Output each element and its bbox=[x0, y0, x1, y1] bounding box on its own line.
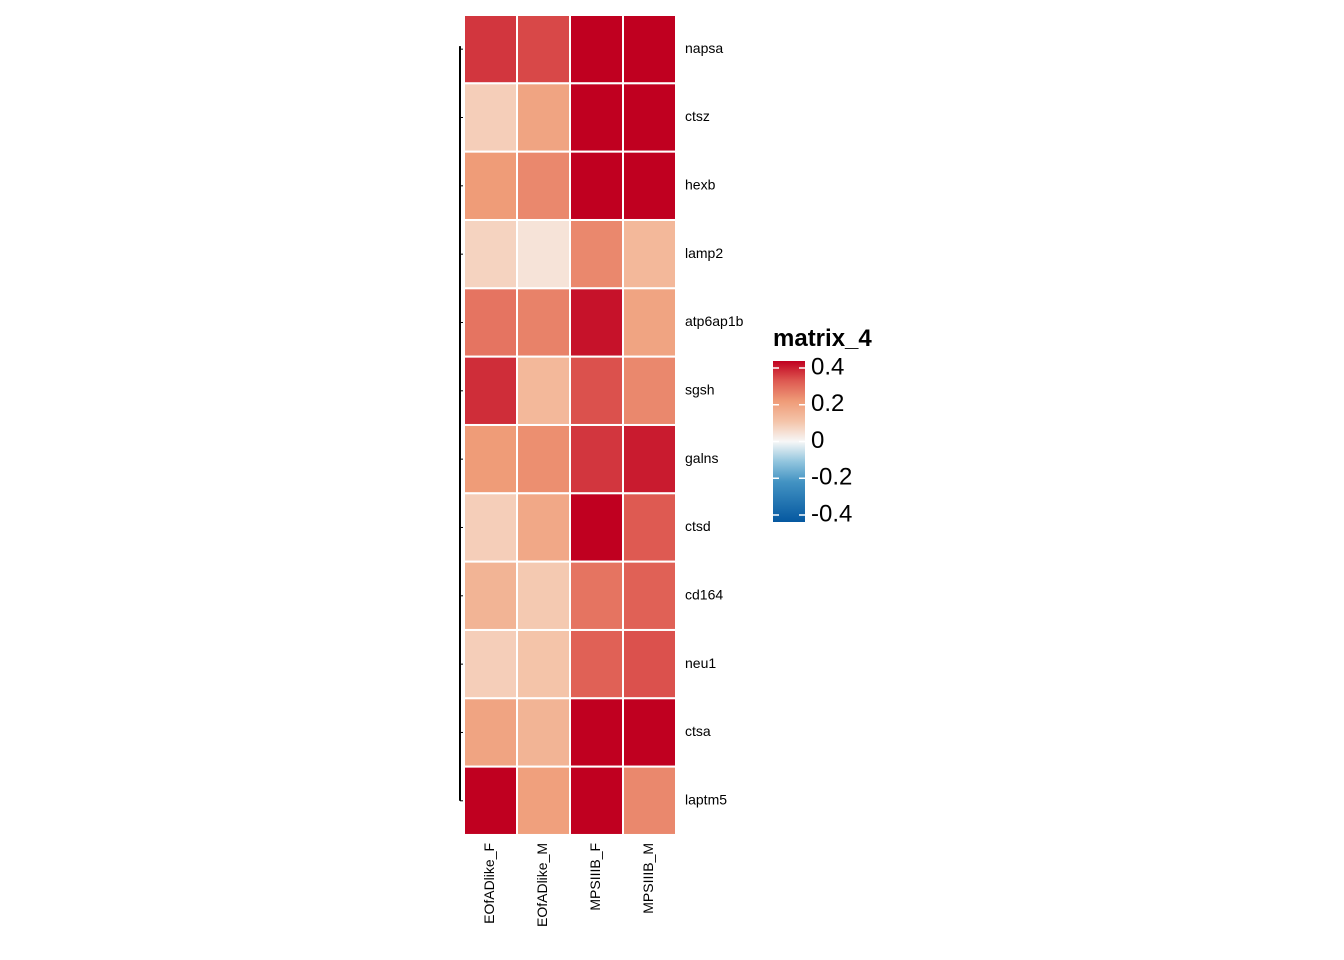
legend-tick-label-0.4: 0.4 bbox=[811, 353, 844, 380]
row-label-lamp2: lamp2 bbox=[685, 245, 723, 261]
column-labels: EOfADlike_F EOfADlike_M MPSIIIB_F MPSIIIB_M bbox=[481, 843, 656, 927]
heatmap-cell-napsa-EOfADlike_F bbox=[463, 14, 518, 85]
legend-tick-label--0.2: -0.2 bbox=[811, 464, 852, 491]
heatmap-cell-ctsz-MPSIIIB_M bbox=[622, 82, 677, 153]
heatmap-cell-galns-EOfADlike_F bbox=[463, 423, 518, 495]
heatmap-cell-hexb-EOfADlike_M bbox=[516, 150, 571, 221]
heatmap-cell-sgsh-EOfADlike_M bbox=[516, 355, 571, 426]
heatmap-cell-ctsa-MPSIIIB_F bbox=[569, 697, 624, 768]
heatmap-cell-atp6ap1b-EOfADlike_F bbox=[463, 287, 518, 358]
heatmap-cell-neu1-EOfADlike_F bbox=[463, 628, 518, 700]
row-label-sgsh: sgsh bbox=[685, 382, 715, 398]
heatmap-cell-lamp2-MPSIIIB_M bbox=[622, 218, 677, 290]
heatmap-cell-napsa-MPSIIIB_M bbox=[622, 14, 677, 85]
legend-ticks: 0.4 0.2 0 -0.2 -0.4 bbox=[773, 353, 852, 527]
heatmap-cell-hexb-EOfADlike_F bbox=[463, 150, 518, 221]
heatmap-cell-galns-EOfADlike_M bbox=[516, 423, 571, 495]
heatmap-cell-hexb-MPSIIIB_M bbox=[622, 150, 677, 221]
heatmap-cell-napsa-MPSIIIB_F bbox=[569, 14, 624, 85]
heatmap-cell-laptm5-MPSIIIB_F bbox=[569, 765, 624, 836]
heatmap-cell-ctsa-EOfADlike_F bbox=[463, 697, 518, 768]
heatmap-cell-ctsa-EOfADlike_M bbox=[516, 697, 571, 768]
row-label-galns: galns bbox=[685, 450, 718, 466]
row-label-laptm5: laptm5 bbox=[685, 791, 727, 807]
heatmap-cell-laptm5-EOfADlike_M bbox=[516, 765, 571, 836]
heatmap-cell-sgsh-EOfADlike_F bbox=[463, 355, 518, 426]
row-labels: napsa ctsz hexb lamp2 atp6ap1b sgsh galns ctsd c… bbox=[685, 40, 744, 808]
heatmap-cell-hexb-MPSIIIB_F bbox=[569, 150, 624, 221]
heatmap-cell-ctsd-EOfADlike_F bbox=[463, 492, 518, 563]
heatmap-cell-neu1-EOfADlike_M bbox=[516, 628, 571, 700]
row-label-cd164: cd164 bbox=[685, 587, 723, 603]
heatmap-cell-cd164-EOfADlike_M bbox=[516, 560, 571, 631]
row-label-hexb: hexb bbox=[685, 177, 716, 193]
heatmap-cell-atp6ap1b-MPSIIIB_M bbox=[622, 287, 677, 358]
heatmap-cell-ctsd-EOfADlike_M bbox=[516, 492, 571, 563]
row-label-ctsd: ctsd bbox=[685, 518, 711, 534]
heatmap-cell-laptm5-MPSIIIB_M bbox=[622, 765, 677, 836]
heatmap-cell-ctsd-MPSIIIB_F bbox=[569, 492, 624, 563]
heatmap-cell-neu1-MPSIIIB_M bbox=[622, 628, 677, 700]
heatmap-cell-sgsh-MPSIIIB_F bbox=[569, 355, 624, 426]
legend-tick-label-0: 0 bbox=[811, 427, 824, 454]
heatmap-cell-atp6ap1b-MPSIIIB_F bbox=[569, 287, 624, 358]
legend-tick-label--0.4: -0.4 bbox=[811, 500, 852, 527]
heatmap-cell-laptm5-EOfADlike_F bbox=[463, 765, 518, 836]
heatmap-cell-cd164-MPSIIIB_M bbox=[622, 560, 677, 631]
legend-title: matrix_4 bbox=[773, 325, 872, 352]
row-label-neu1: neu1 bbox=[685, 655, 716, 671]
row-label-ctsz: ctsz bbox=[685, 108, 710, 124]
heatmap-cell-galns-MPSIIIB_F bbox=[569, 423, 624, 495]
legend-tick-label-0.2: 0.2 bbox=[811, 390, 844, 417]
row-label-atp6ap1b: atp6ap1b bbox=[685, 313, 744, 329]
heatmap-cell-ctsz-EOfADlike_F bbox=[463, 82, 518, 153]
heatmap-cell-ctsd-MPSIIIB_M bbox=[622, 492, 677, 563]
heatmap-cell-lamp2-EOfADlike_F bbox=[463, 218, 518, 290]
heatmap-cell-lamp2-MPSIIIB_F bbox=[569, 218, 624, 290]
heatmap-cells bbox=[463, 14, 677, 836]
column-label-MPSIIIB_M: MPSIIIB_M bbox=[640, 843, 656, 914]
heatmap-cell-sgsh-MPSIIIB_M bbox=[622, 355, 677, 426]
heatmap-cell-atp6ap1b-EOfADlike_M bbox=[516, 287, 571, 358]
heatmap-cell-napsa-EOfADlike_M bbox=[516, 14, 571, 85]
row-label-napsa: napsa bbox=[685, 40, 723, 56]
heatmap-cell-ctsz-EOfADlike_M bbox=[516, 82, 571, 153]
heatmap-cell-galns-MPSIIIB_M bbox=[622, 423, 677, 495]
heatmap-cell-lamp2-EOfADlike_M bbox=[516, 218, 571, 290]
column-label-MPSIIIB_F: MPSIIIB_F bbox=[587, 843, 603, 911]
heatmap-cell-ctsz-MPSIIIB_F bbox=[569, 82, 624, 153]
column-label-EOfADlike_M: EOfADlike_M bbox=[534, 843, 550, 927]
heatmap-cell-cd164-MPSIIIB_F bbox=[569, 560, 624, 631]
heatmap-cell-neu1-MPSIIIB_F bbox=[569, 628, 624, 700]
color-legend: matrix_4 0.4 0.2 0 -0.2 -0.4 bbox=[773, 325, 872, 527]
heatmap-cell-cd164-EOfADlike_F bbox=[463, 560, 518, 631]
row-label-ctsa: ctsa bbox=[685, 723, 711, 739]
column-label-EOfADlike_F: EOfADlike_F bbox=[481, 843, 497, 924]
heatmap-cell-ctsa-MPSIIIB_M bbox=[622, 697, 677, 768]
